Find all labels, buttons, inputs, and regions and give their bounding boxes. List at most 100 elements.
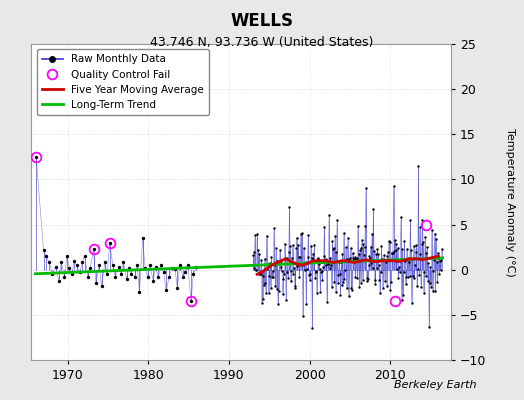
Point — [157, 262, 166, 268]
Point — [363, 278, 372, 284]
Point — [130, 274, 139, 280]
Point — [265, 290, 273, 296]
Point — [304, 232, 312, 238]
Point — [319, 264, 327, 270]
Point — [373, 246, 381, 252]
Point — [401, 281, 410, 287]
Point — [435, 271, 443, 277]
Point — [266, 260, 274, 266]
Point — [318, 268, 326, 274]
Point — [297, 262, 305, 268]
Point — [261, 280, 269, 286]
Point — [84, 274, 92, 280]
Point — [425, 279, 434, 286]
Point — [302, 300, 310, 307]
Point — [114, 264, 123, 270]
Point — [406, 272, 414, 279]
Point — [165, 274, 173, 280]
Point — [346, 255, 354, 262]
Point — [192, 264, 200, 270]
Point — [273, 258, 281, 264]
Point — [340, 276, 348, 282]
Point — [391, 241, 400, 247]
Point — [329, 246, 337, 252]
Point — [296, 254, 304, 260]
Point — [151, 264, 160, 270]
Point — [289, 242, 297, 248]
Point — [264, 260, 272, 267]
Point — [68, 271, 76, 278]
Point — [176, 262, 184, 268]
Point — [272, 286, 281, 292]
Point — [433, 278, 441, 285]
Point — [392, 266, 401, 272]
Text: WELLS: WELLS — [231, 12, 293, 30]
Point — [294, 241, 302, 248]
Point — [78, 259, 86, 266]
Point — [292, 245, 300, 252]
Point — [413, 283, 421, 290]
Point — [293, 263, 302, 269]
Point — [314, 256, 322, 262]
Point — [409, 242, 418, 249]
Point — [358, 276, 367, 283]
Point — [253, 230, 261, 237]
Point — [274, 300, 282, 307]
Point — [369, 206, 378, 212]
Point — [378, 256, 386, 262]
Point — [418, 217, 427, 224]
Point — [351, 254, 359, 260]
Point — [349, 254, 357, 261]
Point — [386, 287, 395, 294]
Point — [412, 242, 421, 248]
Point — [398, 246, 407, 252]
Point — [432, 259, 441, 265]
Point — [403, 246, 411, 252]
Point — [261, 290, 270, 296]
Point — [348, 286, 356, 293]
Point — [423, 278, 432, 284]
Point — [149, 277, 157, 284]
Point — [133, 262, 141, 268]
Point — [269, 274, 278, 280]
Point — [428, 287, 436, 294]
Point — [353, 254, 361, 261]
Point — [315, 261, 323, 267]
Point — [290, 265, 298, 271]
Point — [268, 274, 276, 280]
Point — [380, 277, 389, 284]
Point — [332, 249, 341, 255]
Point — [313, 255, 322, 262]
Point — [138, 235, 147, 241]
Point — [360, 252, 368, 258]
Point — [370, 277, 379, 283]
Point — [358, 237, 366, 244]
Point — [282, 296, 290, 303]
Point — [350, 255, 358, 262]
Point — [154, 274, 162, 280]
Point — [344, 234, 352, 241]
Point — [310, 242, 319, 248]
Point — [363, 275, 371, 282]
Point — [333, 217, 341, 224]
Point — [281, 255, 290, 261]
Point — [385, 239, 394, 245]
Point — [418, 241, 426, 247]
Point — [265, 272, 274, 279]
Point — [276, 247, 284, 253]
Point — [432, 236, 440, 242]
Point — [307, 243, 315, 249]
Point — [332, 288, 340, 295]
Point — [105, 240, 114, 246]
Point — [144, 274, 152, 280]
Point — [397, 214, 405, 220]
Point — [92, 280, 100, 286]
Point — [400, 238, 409, 244]
Point — [287, 278, 295, 284]
Point — [328, 284, 336, 290]
Point — [385, 238, 393, 245]
Point — [141, 265, 149, 271]
Point — [352, 256, 360, 262]
Point — [408, 256, 417, 262]
Point — [259, 273, 267, 279]
